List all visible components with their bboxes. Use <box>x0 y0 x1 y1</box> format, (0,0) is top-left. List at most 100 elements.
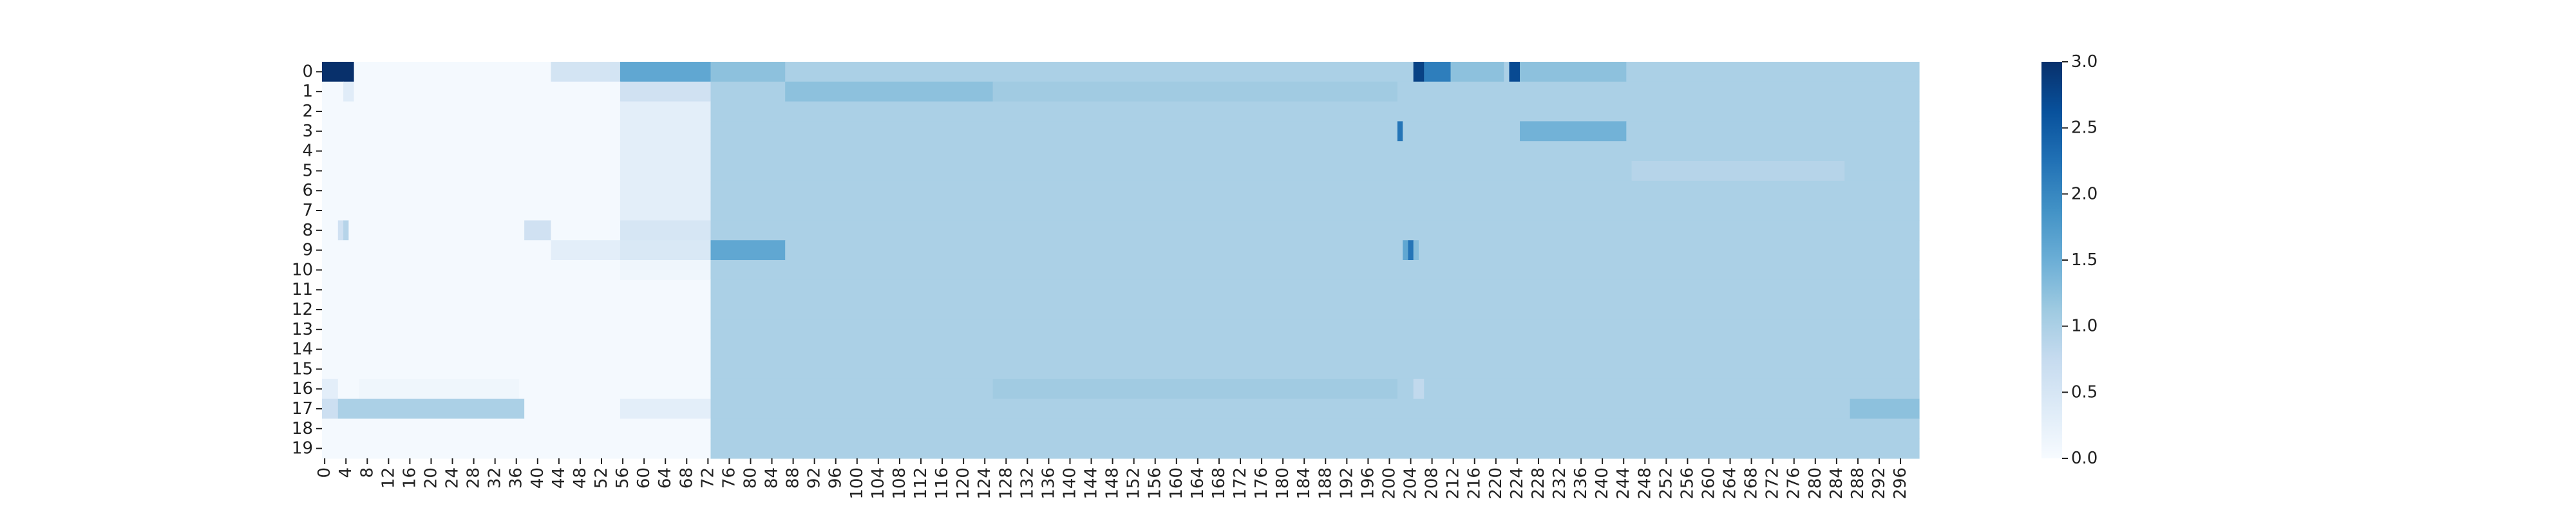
heatmap-cell-run <box>710 101 1920 122</box>
y-tick-label: 19 <box>292 439 313 458</box>
x-tick-label: 136 <box>1039 467 1058 500</box>
x-tick-label: 268 <box>1742 467 1761 500</box>
heatmap-cell-run <box>322 319 712 340</box>
x-tick-label: 260 <box>1699 467 1718 500</box>
heatmap-cell-run <box>710 180 1920 201</box>
x-tick-label: 292 <box>1870 467 1889 500</box>
x-tick-label: 252 <box>1656 467 1676 500</box>
x-tick-label: 20 <box>421 467 440 489</box>
heatmap-cell-run <box>359 379 520 400</box>
heatmap-cell-run <box>551 240 621 261</box>
heatmap-cell-run <box>322 379 339 400</box>
heatmap-cell-run <box>710 62 786 82</box>
x-tick-label: 116 <box>933 467 952 500</box>
x-tick-label: 112 <box>911 467 931 500</box>
heatmap-cell-run <box>1413 62 1425 82</box>
x-tick-label: 60 <box>634 467 654 489</box>
x-tick-label: 152 <box>1124 467 1144 500</box>
x-tick-label: 192 <box>1337 467 1356 500</box>
y-tick-label: 16 <box>292 379 313 398</box>
heatmap-cell-run <box>1520 121 1627 142</box>
x-tick-label: 44 <box>549 467 569 489</box>
heatmap-cell-run <box>710 220 1920 241</box>
x-tick-label: 272 <box>1763 467 1783 500</box>
heatmap-cells <box>322 62 1920 459</box>
x-tick-label: 180 <box>1273 467 1293 500</box>
heatmap-cell-run <box>620 121 712 142</box>
x-tick-label: 100 <box>848 467 867 500</box>
x-tick-label: 248 <box>1635 467 1654 500</box>
colorbar-tick-label: 2.5 <box>2071 118 2098 138</box>
heatmap-cell-run <box>620 141 712 162</box>
x-tick-label: 208 <box>1423 467 1442 500</box>
x-tick-label: 204 <box>1401 467 1421 500</box>
heatmap-cell-run <box>1626 121 1920 142</box>
heatmap-cell-run <box>322 279 712 301</box>
heatmap-cell-run <box>518 379 712 400</box>
heatmap-cell-run <box>322 180 621 201</box>
heatmap-cell-run <box>337 398 525 419</box>
x-tick-label: 108 <box>890 467 909 500</box>
heatmap-cell-run <box>551 220 621 241</box>
heatmap-cell-run <box>1408 240 1414 261</box>
heatmap-cell-run <box>1403 240 1408 261</box>
heatmap-cell-run <box>1397 81 1920 102</box>
heatmap-cell-run <box>322 200 621 221</box>
x-tick-label: 8 <box>357 467 377 478</box>
colorbar-tick-label: 0.5 <box>2071 382 2098 402</box>
heatmap-cell-run <box>1850 398 1920 419</box>
heatmap-cell-run <box>551 62 621 82</box>
heatmap-cell-run <box>322 62 355 82</box>
heatmap-cell-run <box>710 161 1633 182</box>
heatmap-cell-run <box>710 279 1920 301</box>
x-tick-label: 288 <box>1848 467 1868 500</box>
heatmap-cell-run <box>785 81 994 102</box>
heatmap-cell-run <box>710 339 1920 360</box>
y-tick-label: 17 <box>292 399 313 418</box>
x-tick-label: 236 <box>1571 467 1591 500</box>
x-tick-label: 80 <box>741 467 760 489</box>
heatmap-cell-run <box>343 81 355 102</box>
x-axis: 0 4 8 12 16 20 24 28 32 36 40 44 48 52 56 60 64 68 72 76 80 8… <box>315 458 1910 500</box>
x-tick-label: 244 <box>1614 467 1633 500</box>
heatmap-cell-run <box>710 121 1398 142</box>
heatmap-cell-run <box>337 379 360 400</box>
heatmap-cell-run <box>322 339 712 360</box>
heatmap-cell-run <box>710 319 1920 340</box>
x-tick-label: 32 <box>486 467 505 489</box>
colorbar: 0.0 0.5 1.0 1.5 2.0 2.5 3.0 <box>2041 52 2098 468</box>
heatmap-cell-run <box>322 240 552 261</box>
heatmap-cell-run <box>1631 161 1845 182</box>
heatmap-cell-run <box>620 398 712 419</box>
heatmap-cell-run <box>620 101 712 122</box>
heatmap-cell-run <box>710 418 1920 439</box>
heatmap-cell-run <box>1520 62 1627 82</box>
x-tick-label: 36 <box>507 467 526 489</box>
x-tick-label: 264 <box>1721 467 1740 500</box>
heatmap-cell-run <box>322 359 712 380</box>
x-tick-label: 24 <box>443 467 462 489</box>
x-tick-label: 200 <box>1379 467 1399 500</box>
x-tick-label: 124 <box>975 467 994 500</box>
y-tick-label: 6 <box>302 181 313 200</box>
heatmap-cell-run <box>710 438 1920 459</box>
heatmap-cell-run <box>322 81 344 102</box>
heatmap-cell-run <box>620 260 712 281</box>
colorbar-ticks: 0.0 0.5 1.0 1.5 2.0 2.5 3.0 <box>2062 52 2098 468</box>
heatmap-cell-run <box>710 299 1920 320</box>
heatmap-cell-run <box>322 299 712 320</box>
x-tick-label: 120 <box>954 467 973 500</box>
x-tick-label: 280 <box>1806 467 1825 500</box>
x-tick-label: 76 <box>719 467 739 489</box>
heatmap-cell-run <box>620 180 712 201</box>
x-tick-label: 216 <box>1465 467 1484 500</box>
x-tick-label: 156 <box>1146 467 1165 500</box>
heatmap-cell-run <box>354 81 621 102</box>
heatmap-cell-run <box>620 62 712 82</box>
x-tick-label: 240 <box>1593 467 1612 500</box>
heatmap-cell-run <box>322 260 621 281</box>
x-tick-label: 196 <box>1358 467 1378 500</box>
x-tick-label: 92 <box>805 467 824 489</box>
heatmap-cell-run <box>620 161 712 182</box>
